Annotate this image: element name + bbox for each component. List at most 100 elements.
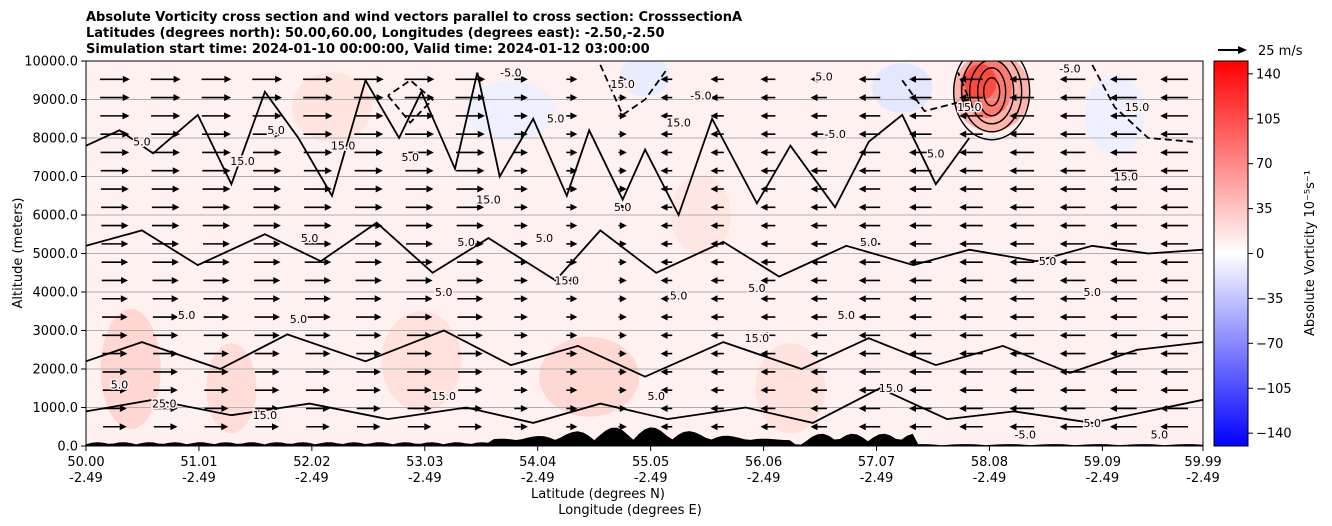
x-axis-label-latitude: Latitude (degrees N) xyxy=(531,487,665,502)
wind-vector xyxy=(760,222,776,230)
wind-vector xyxy=(908,112,932,120)
wind-vector xyxy=(303,112,333,120)
field-blob xyxy=(381,311,462,412)
chart-title: Absolute Vorticity cross section and win… xyxy=(86,10,742,57)
wind-vector xyxy=(253,185,282,193)
wind-vector xyxy=(1109,423,1137,431)
wind-vector xyxy=(356,386,381,394)
wind-vector xyxy=(254,350,280,358)
contour-label: 5.0 xyxy=(670,290,688,303)
x-tick-label-lon: -2.49 xyxy=(1186,471,1220,486)
wind-vector xyxy=(202,167,231,175)
wind-vector xyxy=(407,404,432,412)
title-line-1: Absolute Vorticity cross section and win… xyxy=(86,10,742,25)
wind-vector xyxy=(566,185,578,193)
wind-vector xyxy=(1109,185,1137,193)
wind-vector xyxy=(566,386,578,394)
wind-vector xyxy=(456,222,484,230)
y-tick-label: 7000.0 xyxy=(33,170,79,185)
wind-vector xyxy=(304,240,332,248)
wind-vector xyxy=(1009,185,1035,193)
wind-vector xyxy=(760,313,776,321)
wind-vector xyxy=(1160,258,1189,266)
x-tick-label-lat: 51.01 xyxy=(180,455,217,470)
wind-vector xyxy=(566,94,578,102)
wind-vector xyxy=(406,258,433,266)
wind-vector xyxy=(152,258,179,266)
wind-vector xyxy=(152,240,180,248)
wind-vector xyxy=(101,240,129,248)
wind-vector xyxy=(1059,258,1086,266)
wind-vector xyxy=(710,167,724,175)
wind-vector xyxy=(1059,112,1086,120)
wind-vector xyxy=(514,350,528,358)
wind-vector xyxy=(1109,75,1137,83)
wind-vector xyxy=(303,167,333,175)
wind-vector xyxy=(1059,313,1086,321)
contour-label: 5.0 xyxy=(457,236,475,249)
wind-vector xyxy=(1009,94,1035,102)
wind-vector xyxy=(304,185,332,193)
wind-vector xyxy=(1009,258,1035,266)
contour-label: -5.0 xyxy=(1059,63,1080,76)
wind-vector xyxy=(959,94,983,102)
wind-vector xyxy=(100,185,129,193)
wind-vector xyxy=(710,75,724,83)
wind-vector xyxy=(407,368,432,376)
wind-vector xyxy=(150,75,181,83)
wind-vector xyxy=(1160,386,1189,394)
wind-vector xyxy=(1009,148,1035,156)
wind-vector xyxy=(710,112,724,120)
wind-vector xyxy=(959,222,983,230)
wind-vector xyxy=(810,240,827,248)
wind-vector xyxy=(810,386,827,394)
wind-vector xyxy=(152,276,179,284)
wind-vector xyxy=(858,258,881,266)
wind-vector xyxy=(1009,368,1035,376)
wind-vector xyxy=(514,368,528,376)
x-tick-label-lon: -2.49 xyxy=(408,471,442,486)
wind-vector xyxy=(356,331,382,339)
wind-vector xyxy=(458,404,483,412)
wind-vector xyxy=(908,404,932,412)
wind-vector xyxy=(202,222,231,230)
wind-vector xyxy=(102,386,128,394)
wind-vector xyxy=(760,240,776,248)
wind-vector xyxy=(1059,222,1086,230)
wind-vector xyxy=(908,331,932,339)
wind-vector xyxy=(618,404,627,412)
wind-vector xyxy=(908,185,932,193)
contour-line xyxy=(86,329,1203,378)
vorticity-max-patch xyxy=(964,64,997,101)
x-tick-label-lat: 59.09 xyxy=(1084,455,1121,470)
y-tick-label: 6000.0 xyxy=(33,209,79,224)
wind-vector xyxy=(660,75,673,83)
wind-vector xyxy=(204,386,229,394)
x-tick-label-lon: -2.49 xyxy=(182,471,216,486)
wind-vector xyxy=(660,167,673,175)
wind-vector xyxy=(566,167,578,175)
wind-vector xyxy=(455,94,486,102)
y-axis-label: Altitude (meters) xyxy=(11,198,26,309)
wind-vector xyxy=(99,75,130,83)
contour-label: 5.0 xyxy=(1084,417,1102,430)
wind-vector xyxy=(153,368,178,376)
wind-vector xyxy=(203,295,230,303)
wind-vector xyxy=(1109,240,1137,248)
wind-vector xyxy=(858,148,881,156)
x-tick-label-lat: 57.07 xyxy=(858,455,895,470)
colorbar-tick-label: 0 xyxy=(1256,247,1264,262)
wind-vector xyxy=(660,276,673,284)
wind-vector xyxy=(1160,276,1189,284)
wind-vector xyxy=(660,185,673,193)
y-tick-label: 1000.0 xyxy=(33,401,79,416)
plot-area: 5.0 15.0 5.0 15.0 5.0 15.0 5.0 5.0 5.0 5.0 -5.0 15.… xyxy=(86,61,1203,446)
wind-vector xyxy=(354,130,384,138)
wind-vector xyxy=(405,148,434,156)
wind-vector xyxy=(566,404,578,412)
wind-vector xyxy=(959,148,983,156)
wind-vector xyxy=(760,112,776,120)
wind-vector xyxy=(566,276,578,284)
wind-vector xyxy=(514,423,528,431)
